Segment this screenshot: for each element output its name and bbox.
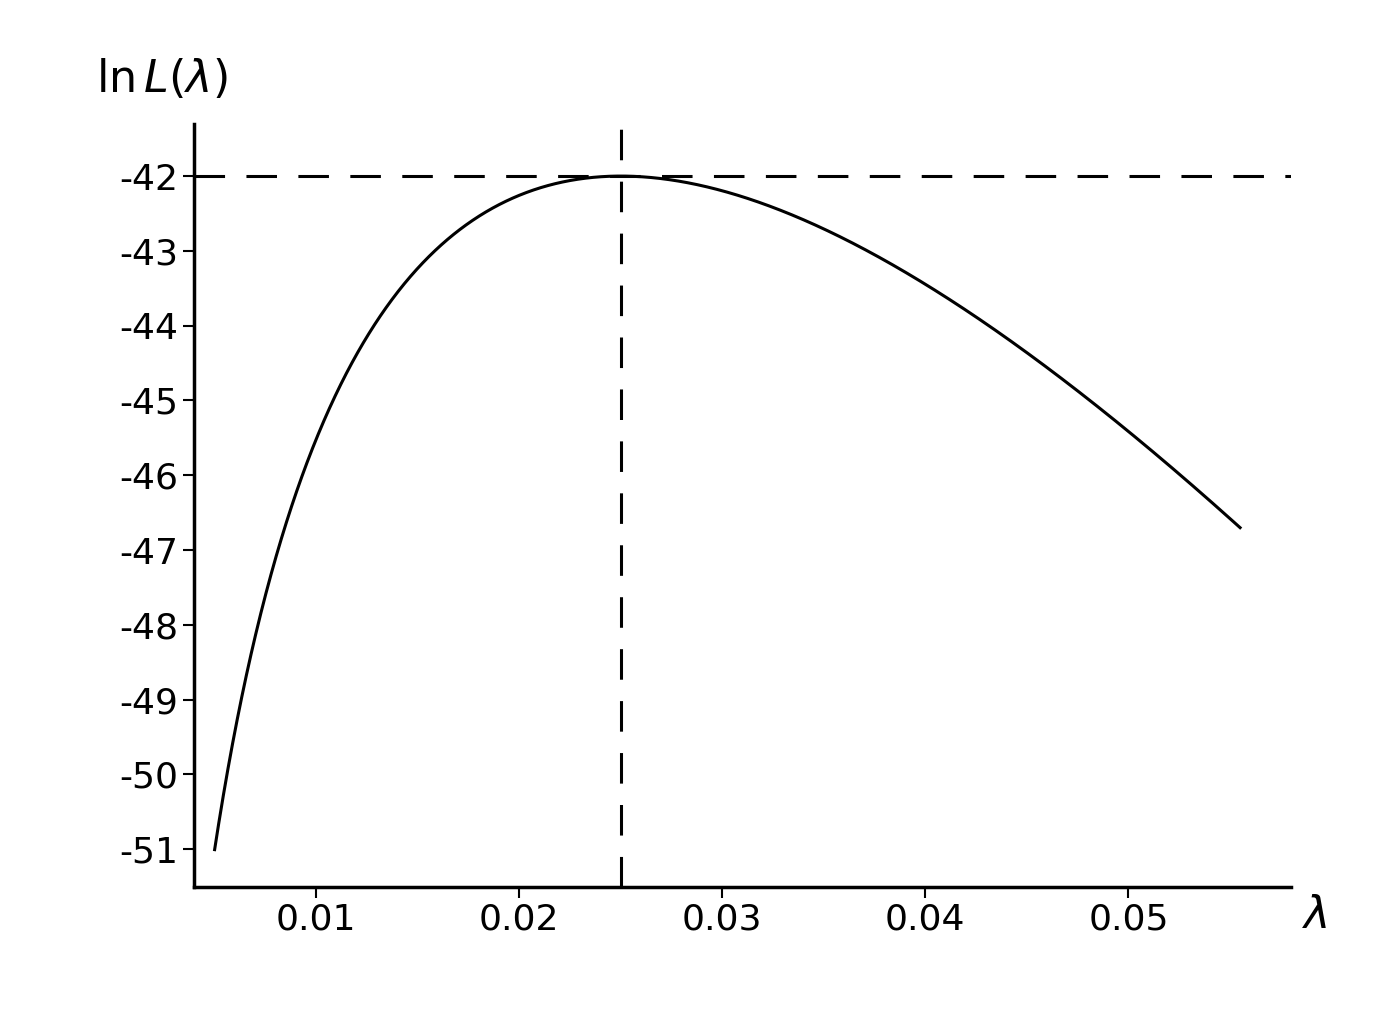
Text: $\lambda$: $\lambda$	[1302, 894, 1327, 937]
Text: $\mathrm{ln}\,\mathit{L}(\lambda)$: $\mathrm{ln}\,\mathit{L}(\lambda)$	[96, 57, 228, 101]
